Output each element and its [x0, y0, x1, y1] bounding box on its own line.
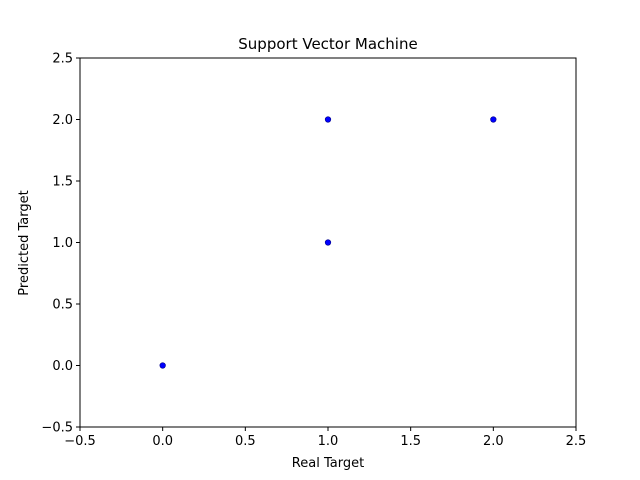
y-axis-title: Predicted Target [17, 190, 32, 295]
y-tick-label: 1.5 [52, 175, 73, 190]
x-tick-label: 1.0 [318, 434, 339, 449]
x-tick-label: 2.5 [566, 434, 587, 449]
x-tick-label: −0.5 [64, 434, 96, 449]
y-tick-label: 0.5 [52, 298, 73, 313]
plot-area: −0.5 0.0 0.5 1.0 1.5 2.0 2.5 −0.5 0.0 0.5 1.0 1.5 2.… [41, 52, 586, 450]
x-tick-label: 2.0 [483, 434, 504, 449]
y-tick-label: 0.0 [52, 359, 73, 374]
y-tick-label: 1.0 [52, 236, 73, 251]
x-tick-label: 0.5 [235, 434, 256, 449]
data-point [159, 362, 166, 369]
data-point [490, 116, 497, 123]
data-point [324, 116, 332, 123]
data-point [324, 239, 332, 246]
x-tick-label: 0.0 [152, 434, 173, 449]
x-axis-title: Real Target [292, 456, 364, 471]
x-tick-label: 1.5 [400, 434, 421, 449]
y-tick-label: 2.5 [52, 52, 73, 67]
y-tick-label: −0.5 [41, 421, 73, 436]
chart-title: Support Vector Machine [238, 35, 417, 53]
y-tick-label: 2.0 [52, 113, 73, 128]
